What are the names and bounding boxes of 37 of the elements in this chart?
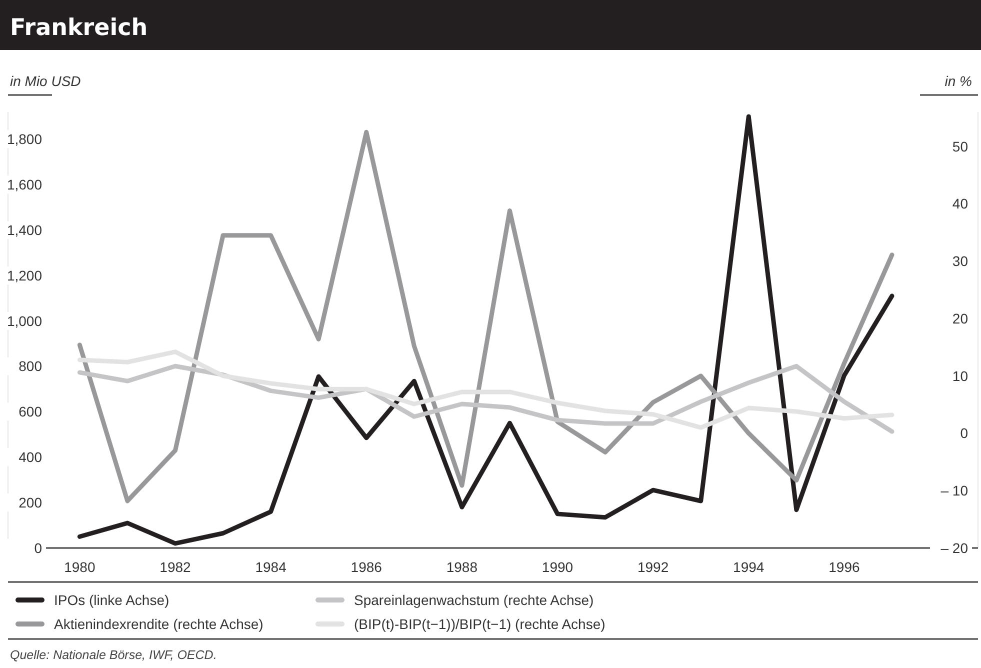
y-tick-label: 1,600 bbox=[6, 176, 42, 193]
y-tick-label: 1,400 bbox=[6, 222, 42, 238]
y-tick-label: 0 bbox=[34, 540, 42, 556]
y-tick-label: 1,000 bbox=[6, 312, 42, 329]
y2-tick-label: 50 bbox=[952, 138, 968, 154]
y2-tick-label: – 20 bbox=[940, 540, 968, 556]
y-axis-title: in Mio USD bbox=[10, 73, 81, 89]
x-tick-label: 1984 bbox=[255, 559, 287, 575]
y-tick-label: 800 bbox=[18, 358, 42, 374]
x-tick-label: 1996 bbox=[828, 559, 860, 575]
x-tick-label: 1982 bbox=[160, 559, 192, 575]
y2-tick-label: 20 bbox=[952, 310, 968, 326]
legend-label: Spareinlagenwachstum (rechte Achse) bbox=[354, 592, 594, 608]
x-tick-label: 1992 bbox=[637, 559, 669, 575]
x-tick-label: 1986 bbox=[350, 559, 382, 575]
y-tick-label: 600 bbox=[18, 404, 42, 420]
x-tick-label: 1994 bbox=[733, 559, 764, 575]
y-tick-label: 1,200 bbox=[6, 267, 42, 284]
y2-tick-label: 40 bbox=[952, 196, 968, 212]
y2-axis-title: in % bbox=[944, 73, 972, 89]
line-series bbox=[77, 364, 894, 434]
x-tick-label: 1990 bbox=[542, 559, 574, 575]
y-tick-label: 1,800 bbox=[6, 131, 42, 148]
legend-label: Aktienindexrendite (rechte Achse) bbox=[54, 616, 264, 632]
y2-tick-label: 10 bbox=[952, 368, 968, 384]
y-tick-label: 400 bbox=[18, 449, 42, 466]
x-tick-label: 1980 bbox=[64, 559, 96, 575]
line-series bbox=[77, 350, 894, 430]
y2-tick-label: 30 bbox=[952, 253, 968, 270]
legend-label: (BIP(t)-BIP(t−1))/BIP(t−1) (rechte Achse) bbox=[354, 616, 606, 632]
x-tick-label: 1988 bbox=[446, 559, 478, 575]
y2-tick-label: – 10 bbox=[940, 482, 968, 499]
legend-label: IPOs (linke Achse) bbox=[54, 592, 170, 608]
y2-tick-label: 0 bbox=[960, 425, 968, 442]
chart-title: Frankreich bbox=[10, 15, 148, 41]
source-note: Quelle: Nationale Börse, IWF, OECD. bbox=[10, 648, 217, 662]
y-tick-label: 200 bbox=[18, 494, 42, 510]
